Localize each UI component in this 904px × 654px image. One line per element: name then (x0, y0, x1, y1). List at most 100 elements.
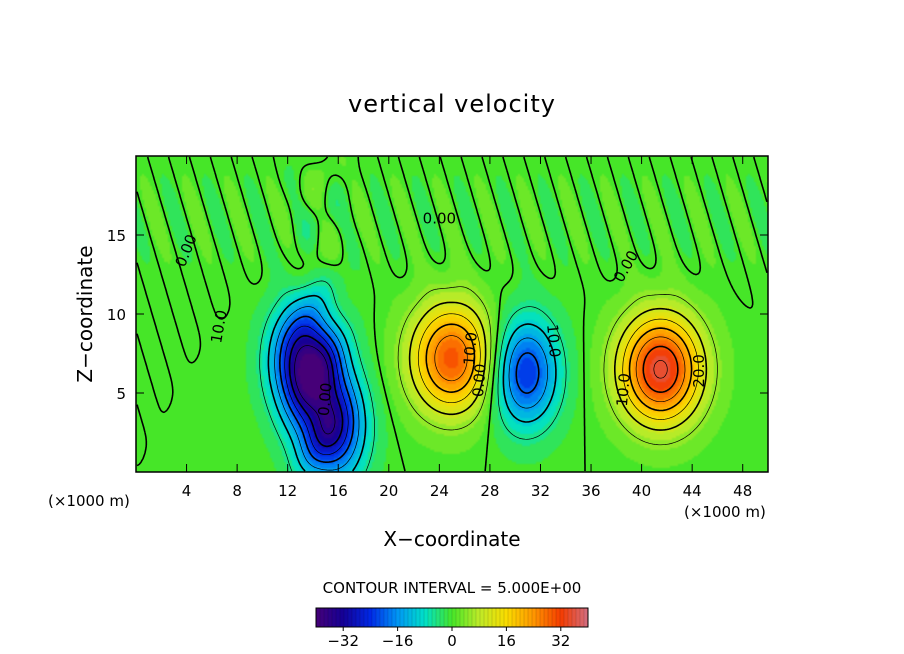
x-tick-label: 48 (733, 482, 752, 500)
x-axis-units-left: (×1000 m) (48, 492, 130, 510)
contour-level-15 (417, 313, 699, 420)
colorbar-cell (512, 608, 517, 627)
contour-label: 10.0 (543, 323, 564, 358)
colorbar-cell (472, 608, 477, 627)
contour-level--30 (288, 335, 344, 448)
y-axis: 5 10 15 (107, 227, 768, 403)
colorbar-cells (315, 608, 589, 627)
colorbar-cell (500, 608, 505, 627)
colorbar-cell (404, 608, 409, 627)
contour-interval-label: CONTOUR INTERVAL = 5.000E+00 (323, 579, 582, 597)
colorbar-cell (504, 608, 509, 627)
colorbar-cell (544, 608, 549, 627)
colorbar-cell (352, 608, 357, 627)
colorbar-cell (580, 608, 585, 627)
colorbar-cell (552, 608, 557, 627)
colorbar-cell (456, 608, 461, 627)
contour-level-25 (434, 335, 686, 403)
colorbar-cell (320, 608, 325, 627)
x-tick-label: 16 (329, 482, 348, 500)
contour-label: 10.0 (207, 309, 231, 345)
colorbar-cell (564, 608, 569, 627)
colorbar-cell (428, 608, 433, 627)
colorbar-cell (524, 608, 529, 627)
colorbar-cell (400, 608, 405, 627)
contour-label: 0.00 (423, 210, 456, 228)
contour-level-20 (425, 323, 693, 412)
chart-title: vertical velocity (348, 90, 556, 118)
contour-level--25 (284, 325, 349, 456)
y-tick-label: 5 (116, 385, 126, 403)
x-tick-label: 4 (182, 482, 192, 500)
colorbar-cell (496, 608, 501, 627)
x-tick-label: 28 (480, 482, 499, 500)
colorbar-cell (364, 608, 369, 627)
colorbar-cell (560, 608, 565, 627)
colorbar-cell (376, 608, 381, 627)
colorbar-cell (492, 608, 497, 627)
contour-level--10 (267, 294, 557, 472)
contour-label: 10.0 (460, 331, 481, 366)
y-tick-label: 15 (107, 227, 126, 245)
colorbar-cell (372, 608, 377, 627)
colorbar-cell (436, 608, 441, 627)
colorbar-cell (412, 608, 417, 627)
colorbar-cell (444, 608, 449, 627)
colorbar-cell (380, 608, 385, 627)
colorbar-cell (468, 608, 473, 627)
colorbar-tick-label: −32 (327, 632, 359, 650)
colorbar-cell (356, 608, 361, 627)
colorbar-cell (344, 608, 349, 627)
colorbar-cell (424, 608, 429, 627)
colorbar-cell (416, 608, 421, 627)
contour-level-35 (653, 359, 668, 379)
y-tick-label: 10 (107, 306, 126, 324)
colorbar-cell (584, 608, 589, 627)
colorbar-cell (432, 608, 437, 627)
colorbar-cell (340, 608, 345, 627)
colorbar-cell (348, 608, 353, 627)
x-tick-label: 8 (232, 482, 242, 500)
colorbar-cell (328, 608, 333, 627)
x-tick-label: 32 (531, 482, 550, 500)
colorbar-cell (528, 608, 533, 627)
colorbar-cell (464, 608, 469, 627)
colorbar-cell (408, 608, 413, 627)
colorbar-tick-label: −16 (382, 632, 414, 650)
colorbar-cell (520, 608, 525, 627)
colorbar-cell (476, 608, 481, 627)
colorbar-cell (484, 608, 489, 627)
colorbar-cell (336, 608, 341, 627)
colorbar-cell (332, 608, 337, 627)
colorbar-cell (388, 608, 393, 627)
contour-lines (136, 156, 768, 472)
x-tick-label: 44 (683, 482, 702, 500)
colorbar-cell (572, 608, 577, 627)
x-axis-units-right: (×1000 m) (684, 503, 766, 521)
contour-level--35 (294, 345, 336, 435)
contour-level--5 (259, 280, 567, 472)
contour-label: 0.00 (315, 382, 336, 417)
contour-level-5 (397, 286, 718, 446)
colorbar-cell (488, 608, 493, 627)
colorbar-cell (316, 608, 321, 627)
colorbar-tick-label: 16 (497, 632, 516, 650)
colorbar-tick-label: 32 (551, 632, 570, 650)
colorbar-cell (396, 608, 401, 627)
colorbar-cell (516, 608, 521, 627)
contour-label: 10.0 (613, 372, 634, 407)
contour-label: 0.00 (469, 363, 490, 398)
x-axis: 4 8 12 16 20 24 28 32 36 40 44 48 (182, 156, 752, 500)
x-axis-label: X−coordinate (383, 527, 520, 551)
contour-level-0 (136, 156, 768, 472)
colorbar-tick-label: 0 (447, 632, 457, 650)
colorbar-cell (368, 608, 373, 627)
colorbar-cell (384, 608, 389, 627)
colorbar-ticks: −32 −16 0 16 32 (327, 627, 570, 650)
contour-level-10 (408, 301, 708, 431)
colorbar-cell (548, 608, 553, 627)
colorbar-cell (532, 608, 537, 627)
contour-label: 20.0 (690, 354, 708, 387)
